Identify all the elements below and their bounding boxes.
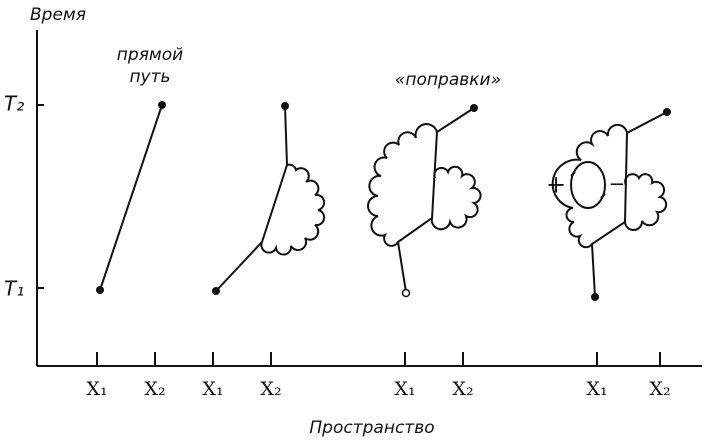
y-axis-label: Время (30, 5, 86, 25)
x-tick-label: X₂ (452, 378, 473, 400)
path-line (590, 111, 668, 298)
x-tick-label: X₁ (586, 378, 607, 400)
loop (624, 173, 668, 231)
sign: + (546, 171, 566, 199)
loop (430, 165, 482, 231)
vertex (591, 293, 599, 301)
path-line (215, 105, 289, 292)
vertex (212, 287, 220, 295)
loop (260, 163, 326, 256)
x-tick-label: X₁ (394, 378, 415, 400)
arrow (570, 171, 606, 199)
x-tick-label: X₂ (260, 378, 281, 400)
vertex (96, 286, 104, 294)
diagram-label: прямой (117, 45, 183, 65)
vertex (158, 101, 166, 109)
vertex (281, 102, 289, 110)
x-tick-label: X₁ (202, 378, 223, 400)
loop (570, 161, 606, 209)
path-line (396, 107, 475, 293)
x-axis-label: Пространство (309, 418, 434, 438)
x-tick-label: X₂ (144, 378, 165, 400)
x-tick-label: X₂ (649, 378, 670, 400)
loop (551, 123, 628, 249)
sign: − (609, 172, 626, 196)
y-tick-label: T₂ (4, 92, 24, 116)
diagram-label: путь (129, 67, 170, 87)
vertex (663, 108, 671, 116)
y-tick-label: T₁ (4, 277, 24, 301)
x-tick-label: X₁ (86, 378, 107, 400)
vertex (401, 288, 411, 298)
vertex (470, 104, 478, 112)
loop (367, 123, 438, 247)
diagram-label: «поправки» (395, 70, 501, 90)
dots (96, 101, 671, 301)
path-line (99, 104, 163, 291)
